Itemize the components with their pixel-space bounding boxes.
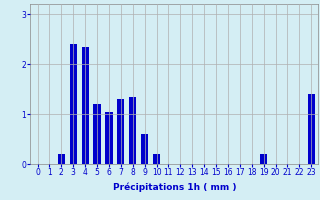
- Bar: [153, 154, 160, 164]
- Bar: [93, 104, 100, 164]
- Bar: [308, 94, 315, 164]
- Bar: [58, 154, 65, 164]
- Bar: [117, 99, 124, 164]
- Bar: [82, 46, 89, 164]
- Bar: [105, 112, 113, 164]
- Bar: [260, 154, 267, 164]
- Bar: [129, 97, 136, 164]
- X-axis label: Précipitations 1h ( mm ): Précipitations 1h ( mm ): [113, 183, 236, 192]
- Bar: [70, 44, 77, 164]
- Bar: [141, 134, 148, 164]
